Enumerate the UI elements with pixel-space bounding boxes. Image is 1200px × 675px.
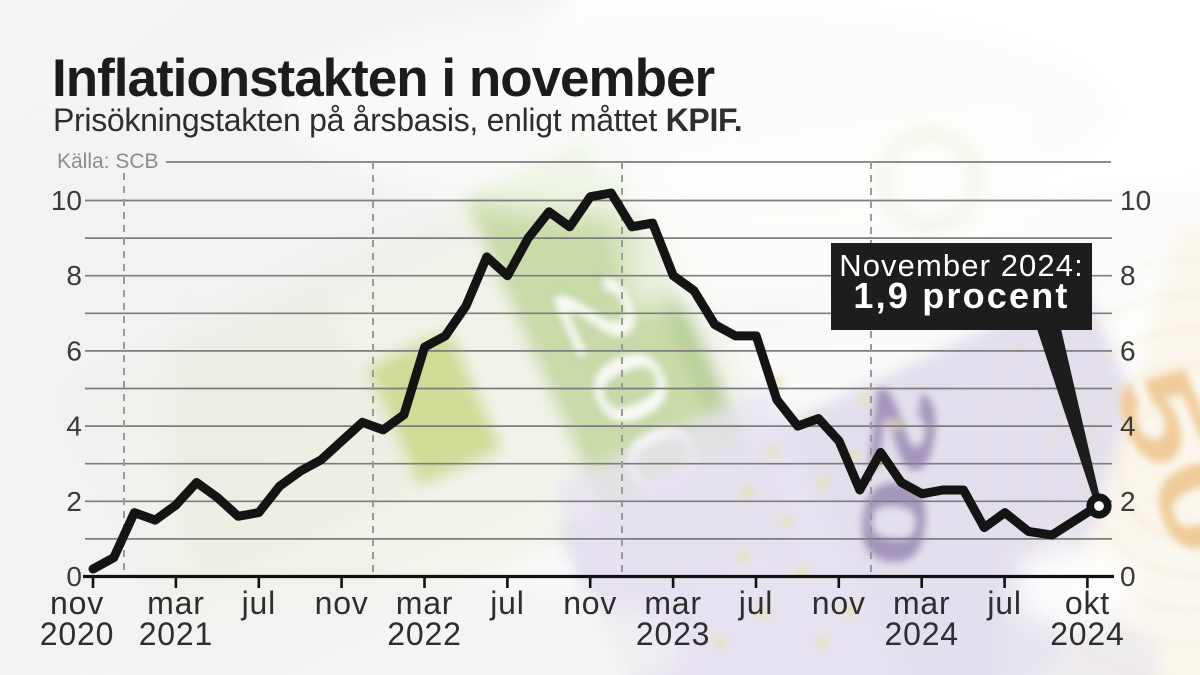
svg-text:jul: jul bbox=[738, 585, 773, 621]
svg-text:mar: mar bbox=[396, 585, 454, 621]
svg-text:mar: mar bbox=[147, 585, 205, 621]
svg-text:jul: jul bbox=[241, 585, 276, 621]
svg-text:8: 8 bbox=[66, 260, 82, 291]
svg-text:6: 6 bbox=[66, 335, 82, 366]
svg-text:nov: nov bbox=[315, 585, 369, 621]
svg-text:2023: 2023 bbox=[636, 616, 710, 652]
svg-text:4: 4 bbox=[66, 411, 82, 442]
svg-text:6: 6 bbox=[1120, 335, 1136, 366]
svg-text:okt: okt bbox=[1065, 585, 1110, 621]
svg-text:8: 8 bbox=[1120, 260, 1136, 291]
svg-text:10: 10 bbox=[1120, 185, 1151, 216]
svg-text:mar: mar bbox=[893, 585, 951, 621]
svg-text:nov: nov bbox=[812, 585, 866, 621]
svg-text:2020: 2020 bbox=[40, 616, 114, 652]
svg-text:jul: jul bbox=[489, 585, 524, 621]
svg-text:mar: mar bbox=[644, 585, 702, 621]
svg-text:nov: nov bbox=[50, 585, 104, 621]
svg-text:4: 4 bbox=[1120, 411, 1136, 442]
svg-text:10: 10 bbox=[51, 185, 82, 216]
svg-text:2022: 2022 bbox=[387, 616, 461, 652]
svg-text:2024: 2024 bbox=[885, 616, 959, 652]
svg-text:jul: jul bbox=[986, 585, 1021, 621]
svg-text:2024: 2024 bbox=[1050, 616, 1124, 652]
svg-text:0: 0 bbox=[1120, 561, 1136, 592]
svg-text:2: 2 bbox=[66, 486, 82, 517]
svg-text:0: 0 bbox=[66, 561, 82, 592]
svg-text:2: 2 bbox=[1120, 486, 1136, 517]
svg-text:nov: nov bbox=[563, 585, 617, 621]
svg-text:2021: 2021 bbox=[139, 616, 213, 652]
